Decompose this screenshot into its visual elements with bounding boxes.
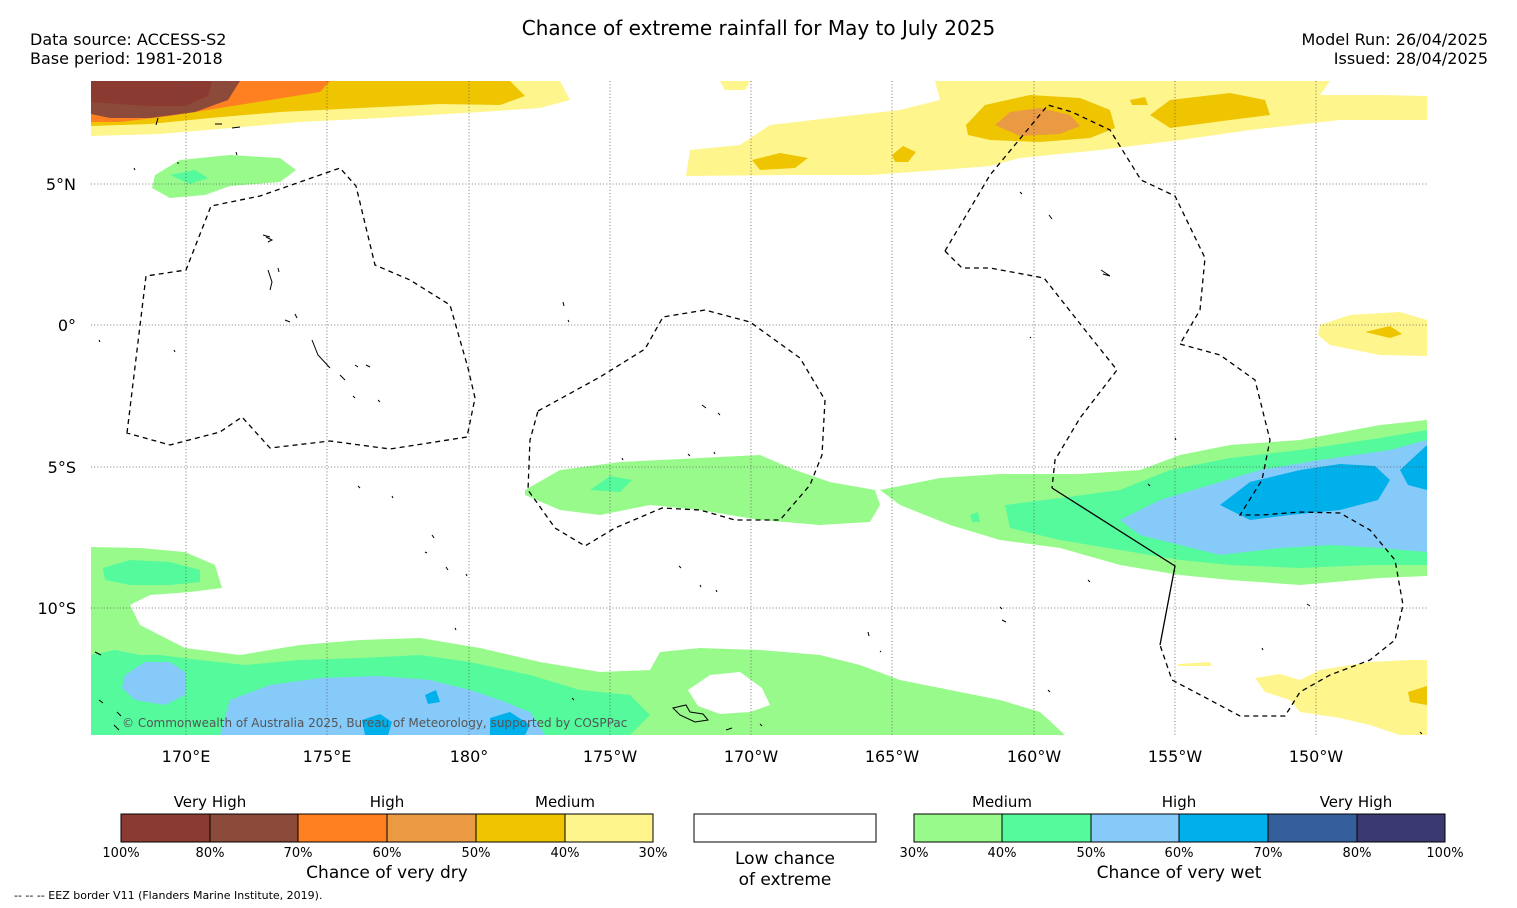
legend-wet-swatch: [1090, 813, 1180, 843]
lon-label: 165°W: [865, 747, 920, 766]
legend-dry-tick: 70%: [284, 846, 313, 861]
wet-band-central: [525, 420, 1427, 585]
legend-wet-tick: 60%: [1165, 846, 1194, 861]
legend-wet-swatch: [913, 813, 1003, 843]
lon-label: 170°E: [162, 747, 211, 766]
legend-dry-swatch: [297, 813, 388, 843]
legend-dry-swatch: [386, 813, 477, 843]
map-area: © Commonwealth of Australia 2025, Bureau…: [91, 81, 1427, 735]
legend-dry-group-label: Medium: [535, 793, 595, 811]
lat-label: 5°S: [48, 458, 76, 477]
map-title: Chance of extreme rainfall for May to Ju…: [521, 16, 996, 40]
legend-dry-group-label: High: [370, 793, 404, 811]
eez-kiribati-line-south: [1159, 343, 1404, 717]
legend-dry-tick: 80%: [196, 846, 225, 861]
lat-label: 10°S: [37, 599, 76, 618]
wet-band-south: [91, 547, 1065, 735]
graticule: [91, 81, 1427, 735]
legend-wet-tick: 30%: [900, 846, 929, 861]
legend-dry-tick: 40%: [551, 846, 580, 861]
legend-dry-tick: 100%: [102, 846, 139, 861]
legend-wet-tick: 70%: [1254, 846, 1283, 861]
data-source-text: Data source: ACCESS-S2: [30, 30, 227, 49]
legend-dry-group-label: Very High: [174, 793, 247, 811]
dry-patch-southeast: [1178, 660, 1427, 735]
legend-low-line2: of extreme: [739, 870, 832, 890]
legend-low-swatch: [693, 813, 877, 843]
legend-wet-group-label: Medium: [972, 793, 1032, 811]
model-run-text: Model Run: 26/04/2025: [1301, 30, 1489, 49]
copyright-text: © Commonwealth of Australia 2025, Bureau…: [122, 716, 627, 730]
legend-wet-swatch: [1356, 813, 1446, 843]
legend-wet: Medium High Very High 30% 40% 50% 60% 70…: [900, 793, 1464, 883]
issued-text: Issued: 28/04/2025: [1333, 49, 1488, 68]
base-period-text: Base period: 1981-2018: [30, 49, 223, 68]
eez-borders: [126, 104, 1404, 717]
legend-dry-swatch: [209, 813, 299, 843]
lon-label: 160°W: [1007, 747, 1062, 766]
legend-low-line1: Low chance: [735, 849, 835, 869]
legend-dry-tick: 50%: [462, 846, 491, 861]
legend-wet-swatch: [1267, 813, 1358, 843]
lon-label: 155°W: [1148, 747, 1203, 766]
legend-wet-swatch: [1178, 813, 1269, 843]
lon-label: 150°W: [1289, 747, 1344, 766]
legend-dry-swatch: [475, 813, 566, 843]
latitude-labels: 5°N 0° 5°S 10°S: [37, 175, 76, 618]
lat-label: 5°N: [46, 175, 76, 194]
islands: [94, 117, 1423, 735]
legend-wet-tick: 100%: [1426, 846, 1463, 861]
dry-patch-east: [1318, 312, 1427, 356]
legend-wet-tick: 50%: [1077, 846, 1106, 861]
legend-low-chance: Low chance of extreme: [693, 813, 877, 890]
wet-patch-north: [152, 155, 296, 198]
eez-kiribati-line-inner: [944, 250, 1118, 489]
eez-solid-segment: [1051, 487, 1176, 646]
legend-wet-group-label: High: [1162, 793, 1196, 811]
legend-dry: Very High High Medium 100% 80% 70% 60% 5…: [102, 793, 667, 883]
legend-dry-caption: Chance of very dry: [306, 863, 468, 883]
eez-border-note: -- -- -- EEZ border V11 (Flanders Marine…: [14, 889, 322, 902]
legend-dry-swatch: [564, 813, 654, 843]
legend-wet-group-label: Very High: [1320, 793, 1393, 811]
lon-label: 180°: [450, 747, 489, 766]
legend-wet-tick: 80%: [1343, 846, 1372, 861]
lon-label: 175°E: [303, 747, 352, 766]
run-info: Model Run: 26/04/2025 Issued: 28/04/2025: [1302, 30, 1489, 68]
lon-label: 175°W: [583, 747, 638, 766]
lat-label: 0°: [58, 316, 76, 335]
legend-dry-swatch: [120, 813, 211, 843]
legend-dry-tick: 30%: [639, 846, 668, 861]
legend-wet-swatch: [1001, 813, 1092, 843]
eez-kiribati-gilberts: [126, 167, 476, 450]
legend-wet-tick: 40%: [988, 846, 1017, 861]
legend-wet-caption: Chance of very wet: [1097, 863, 1262, 883]
eez-tokelau: [527, 309, 826, 547]
legend-dry-tick: 60%: [373, 846, 402, 861]
data-info: Data source: ACCESS-S2 Base period: 1981…: [30, 30, 226, 68]
lon-label: 170°W: [724, 747, 779, 766]
longitude-labels: 170°E 175°E 180° 175°W 170°W 165°W 160°W…: [162, 747, 1344, 766]
dry-band-north: [91, 81, 1427, 176]
